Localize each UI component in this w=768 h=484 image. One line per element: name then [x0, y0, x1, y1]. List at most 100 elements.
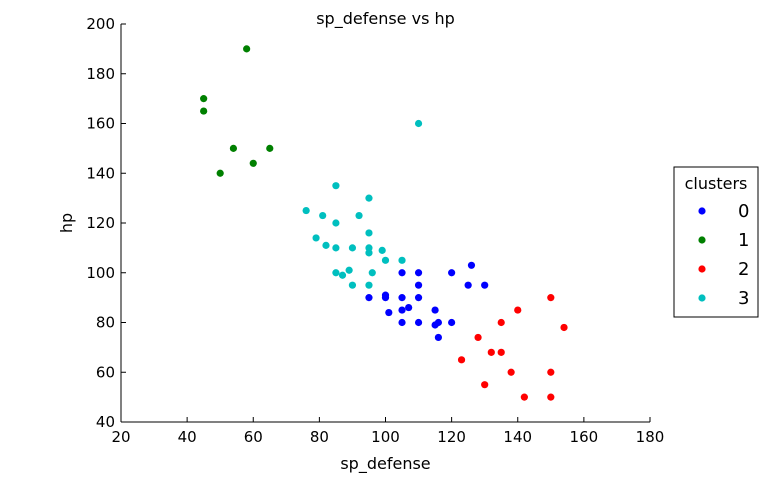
legend-marker-0: [698, 207, 706, 215]
cluster-0-point: [414, 318, 423, 327]
cluster-1-point: [200, 107, 208, 115]
data-points: [200, 45, 568, 401]
x-ticks: 20 40 60 80 100 120 140 160 180: [111, 417, 664, 446]
cluster-3-point: [365, 249, 373, 257]
cluster-3-point: [338, 271, 347, 279]
cluster-3-point: [319, 211, 327, 220]
cluster-1-point: [243, 45, 251, 53]
legend-box: [673, 166, 759, 318]
y-axis-label: hp: [57, 213, 76, 233]
legend-title: clusters: [685, 174, 748, 193]
x-tick-label: 180: [636, 428, 665, 446]
legend: clusters 0 1 2 3: [673, 166, 759, 318]
y-tick-label: 140: [86, 164, 115, 182]
cluster-0-point: [434, 318, 442, 327]
x-tick-label: 40: [178, 428, 197, 446]
legend-label-3: 3: [738, 288, 749, 309]
cluster-2-point: [547, 393, 555, 401]
cluster-2-point: [497, 348, 505, 356]
x-tick-label: 80: [310, 428, 329, 446]
legend-marker-3: [698, 294, 706, 302]
cluster-0-point: [381, 294, 390, 302]
cluster-3-point: [365, 229, 373, 237]
cluster-1-point: [216, 169, 224, 177]
cluster-1-point: [229, 144, 238, 152]
cluster-3-point: [332, 269, 340, 277]
cluster-3-point: [322, 241, 330, 249]
chart-title: sp_defense vs hp: [316, 9, 455, 29]
cluster-3-point: [368, 269, 376, 277]
cluster-0-point: [385, 308, 393, 317]
cluster-0-point: [434, 333, 442, 342]
cluster-0-point: [481, 281, 489, 289]
cluster-3-point: [355, 211, 363, 220]
cluster-0-point: [431, 306, 439, 314]
cluster-2-point: [474, 333, 482, 342]
cluster-0-point: [414, 294, 423, 302]
legend-label-0: 0: [738, 201, 749, 222]
legend-marker-1: [698, 236, 706, 244]
cluster-0-point: [414, 269, 423, 277]
x-tick-label: 160: [570, 428, 599, 446]
cluster-0-point: [464, 281, 472, 289]
x-tick-label: 140: [503, 428, 532, 446]
cluster-0-point: [405, 303, 413, 312]
cluster-3-point: [414, 119, 423, 128]
cluster-3-point: [302, 206, 310, 215]
cluster-0-point: [467, 261, 476, 269]
cluster-0-point: [448, 269, 456, 277]
y-ticks: 40 60 80 100 120 140 160 180 200: [86, 15, 126, 431]
y-tick-label: 160: [86, 115, 115, 133]
y-tick-label: 40: [96, 413, 115, 431]
cluster-3-point: [348, 244, 357, 252]
cluster-2-point: [481, 381, 489, 389]
cluster-2-point: [507, 368, 515, 376]
y-tick-label: 180: [86, 65, 115, 83]
cluster-0-point: [398, 269, 406, 277]
legend-marker-2: [698, 265, 706, 273]
y-tick-label: 120: [86, 214, 115, 232]
cluster-0-point: [448, 318, 456, 327]
y-tick-label: 200: [86, 15, 115, 33]
x-axis-label: sp_defense: [340, 454, 430, 474]
legend-label-1: 1: [738, 230, 749, 251]
cluster-0-point: [398, 306, 406, 314]
cluster-0-point: [398, 294, 406, 302]
cluster-1-point: [200, 95, 208, 103]
cluster-3-point: [332, 244, 340, 252]
legend-label-2: 2: [738, 259, 749, 280]
cluster-1-point: [249, 159, 257, 167]
cluster-0-point: [365, 294, 373, 302]
x-tick-label: 120: [437, 428, 466, 446]
axes: [120, 24, 650, 423]
cluster-3-point: [378, 246, 386, 254]
y-tick-label: 60: [96, 363, 115, 381]
cluster-2-point: [457, 356, 466, 364]
legend-items: 0 1 2 3: [698, 201, 749, 309]
cluster-3-point: [381, 256, 390, 264]
cluster-2-point: [547, 368, 555, 376]
cluster-3-point: [332, 219, 340, 227]
cluster-3-point: [365, 244, 373, 252]
cluster-2-point: [547, 294, 555, 302]
x-tick-label: 100: [371, 428, 400, 446]
y-tick-label: 100: [86, 264, 115, 282]
cluster-3-point: [365, 194, 373, 202]
cluster-2-point: [497, 318, 505, 327]
cluster-2-point: [520, 393, 528, 401]
cluster-0-point: [414, 281, 423, 289]
cluster-3-point: [345, 266, 353, 274]
cluster-2-point: [514, 306, 522, 314]
cluster-3-point: [365, 281, 373, 289]
cluster-3-point: [348, 281, 357, 289]
y-tick-label: 80: [96, 314, 115, 332]
cluster-1-point: [266, 144, 274, 152]
x-tick-label: 60: [244, 428, 263, 446]
cluster-0-point: [398, 318, 406, 327]
cluster-2-point: [487, 348, 495, 356]
x-tick-label: 20: [111, 428, 130, 446]
cluster-3-point: [312, 234, 320, 242]
cluster-3-point: [332, 182, 340, 190]
cluster-3-point: [398, 256, 406, 264]
